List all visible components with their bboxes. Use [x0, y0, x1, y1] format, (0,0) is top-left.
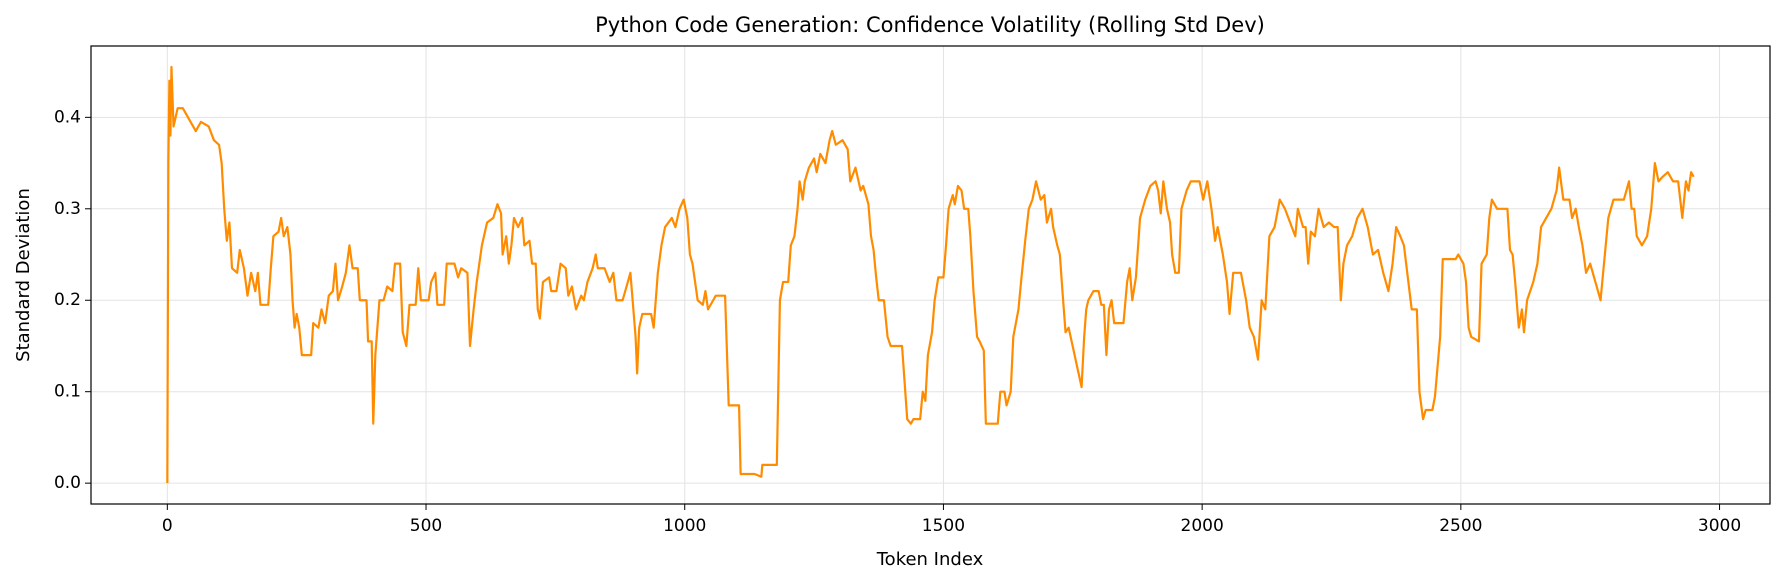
x-tick-label: 3000	[1698, 516, 1741, 536]
y-tick-label: 0.2	[54, 290, 81, 310]
y-tick-label: 0.1	[54, 382, 81, 402]
x-tick-label: 2500	[1439, 516, 1482, 536]
y-tick-label: 0.4	[54, 107, 81, 127]
y-tick-label: 0.0	[54, 473, 81, 493]
x-tick-label: 0	[162, 516, 173, 536]
x-tick-label: 1000	[663, 516, 706, 536]
x-tick-label: 500	[410, 516, 442, 536]
line	[166, 65, 1695, 484]
x-tick-label: 1500	[922, 516, 965, 536]
chart-title: Python Code Generation: Confidence Volat…	[595, 13, 1265, 37]
plot-frame	[90, 45, 1771, 505]
y-tick-label: 0.3	[54, 199, 81, 219]
y-axis-label: Standard Deviation	[13, 188, 34, 362]
x-tick-label: 2000	[1181, 516, 1224, 536]
x-axis-label: Token Index	[876, 549, 984, 570]
